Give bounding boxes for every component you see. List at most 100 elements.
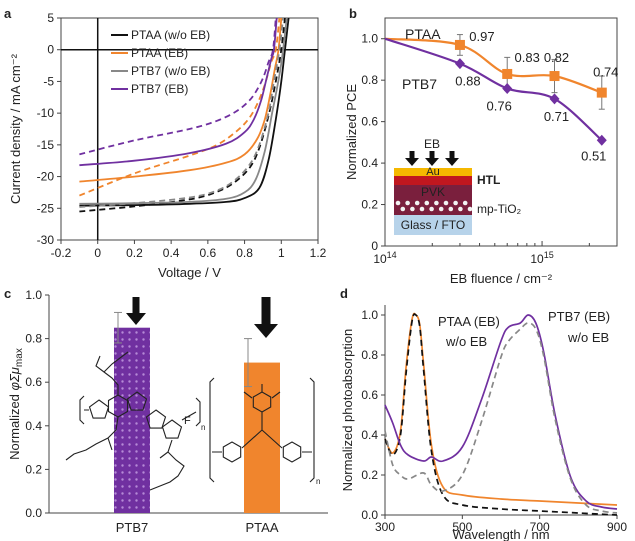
panel-b-inset-layer-au bbox=[394, 168, 472, 176]
panel-d-label-ptb7-woeb: w/o EB bbox=[567, 330, 609, 345]
panel-b-point-ptaa bbox=[549, 71, 560, 82]
panel-b-ylabel: Normalized PCE bbox=[344, 84, 359, 180]
panel-b-point-ptaa bbox=[596, 87, 607, 98]
panel-b-inset-arrow-head bbox=[445, 158, 459, 166]
panel-b-ytick-label: 0.2 bbox=[361, 198, 378, 212]
panel-b-xlabel: EB fluence / cm⁻² bbox=[450, 271, 553, 286]
panel-a-series-line bbox=[79, 18, 284, 208]
panel-a-xtick-label: 0.8 bbox=[236, 246, 253, 260]
panel-a-ylabel: Current density / mA cm⁻² bbox=[8, 53, 23, 204]
panel-d-label-ptaa-woeb: w/o EB bbox=[445, 334, 487, 349]
panel-a-curves bbox=[79, 18, 290, 213]
panel-b-data-label: 0.51 bbox=[581, 148, 606, 163]
panel-a-ytick-label: -30 bbox=[37, 233, 55, 247]
panel-b-inset-label-pvk: PVK bbox=[421, 185, 445, 199]
panel-b-inset-arrow-head bbox=[405, 158, 419, 166]
panel-b-inset-tio2-particle bbox=[405, 200, 410, 206]
panel-a-ytick-label: 5 bbox=[47, 11, 54, 25]
panel-b-data-label: 0.82 bbox=[544, 50, 569, 65]
panel-b-ytick-label: 0.8 bbox=[361, 73, 378, 87]
panel-a-frame bbox=[60, 17, 319, 241]
panel-d-xtick-label: 500 bbox=[452, 520, 472, 534]
panel-c-arrow-head bbox=[254, 324, 278, 338]
panel-b-inset-beam-label: EB bbox=[424, 137, 440, 151]
panel-c-fluorine: F bbox=[184, 415, 191, 427]
panel-b-point-ptb7 bbox=[549, 93, 560, 105]
panel-b-inset-tio2-particle bbox=[410, 206, 415, 212]
panel-a-xtick-label: 1 bbox=[278, 246, 285, 260]
panel-c-sidechain-top bbox=[95, 351, 129, 395]
panel-c-molecule-ptb7 bbox=[65, 351, 201, 491]
panel-c-arrow-shaft bbox=[132, 297, 140, 313]
panel-b-data-label: 0.71 bbox=[544, 109, 569, 124]
panel-b-inset-arrow-shaft bbox=[429, 151, 435, 158]
panel-b-inset-layer-pvk bbox=[394, 185, 472, 198]
panel-a-xtick-label: -0.2 bbox=[51, 246, 72, 260]
panel-b-data-label: 0.76 bbox=[487, 98, 512, 113]
panel-a-ytick-label: 0 bbox=[47, 43, 54, 57]
panel-c-category-label: PTAA bbox=[246, 520, 279, 535]
panel-c-category-label: PTB7 bbox=[116, 520, 149, 535]
panel-b-ytick-label: 0 bbox=[371, 239, 378, 253]
panel-b-inset-arrow-head bbox=[425, 158, 439, 166]
panel-b-point-ptb7 bbox=[454, 58, 465, 70]
panel-b-inset-tio2-particle bbox=[443, 200, 449, 206]
panel-d-ytick-label: 0.8 bbox=[361, 348, 378, 362]
panel-d-ylabel: Normalized photoabsorption bbox=[340, 329, 355, 492]
panel-b-pce-chart: 0 0.2 0.4 0.6 0.8 1.0 1014 1015 EB fluence / cm⁻… bbox=[344, 17, 618, 286]
panel-c-brackets bbox=[79, 395, 201, 427]
panel-b-inset-arrow-shaft bbox=[449, 151, 455, 158]
panel-b-inset-label-tio2: mp-TiO₂ bbox=[477, 202, 522, 216]
panel-b-inset-tio2-particle bbox=[453, 200, 458, 206]
panel-c-ring bbox=[282, 441, 302, 463]
panel-d-series-line bbox=[384, 322, 618, 514]
panel-c-ring bbox=[161, 419, 183, 439]
panel-c-ring bbox=[145, 409, 167, 429]
panel-letter-b: b bbox=[349, 6, 357, 21]
panel-c-bar-texture bbox=[114, 327, 150, 513]
panel-b-inset-tio2-particle bbox=[434, 200, 439, 206]
panel-d-ytick-label: 0.6 bbox=[361, 388, 378, 402]
panel-b-frame bbox=[384, 17, 618, 247]
panel-d-ytick-label: 1.0 bbox=[361, 308, 378, 322]
panel-d-series-line bbox=[384, 313, 618, 516]
panel-b-inset-arrow-shaft bbox=[409, 151, 415, 158]
panel-a-ytick-label: -10 bbox=[37, 106, 55, 120]
panel-b-point-ptaa bbox=[502, 68, 513, 79]
panel-b-inset-label-glass: Glass / FTO bbox=[401, 218, 465, 232]
panel-b-inset-tio2-particle bbox=[458, 206, 463, 212]
panel-a-ytick-label: -15 bbox=[37, 138, 55, 152]
panel-d-label-ptb7-eb: PTB7 (EB) bbox=[548, 309, 610, 324]
panel-c-subscript-ptb7: n bbox=[201, 423, 205, 432]
panel-c-bonds bbox=[84, 409, 197, 421]
panel-c-ester-chain bbox=[149, 439, 185, 491]
panel-b-xtick-label: 1014 bbox=[373, 250, 396, 266]
panel-c-ytick-label: 1.0 bbox=[25, 288, 42, 302]
panel-d-absorption-chart: 0.0 0.2 0.4 0.6 0.8 1.0 300 500 700 900 Wavelength… bbox=[340, 305, 627, 541]
panel-c-ytick-label: 0.2 bbox=[25, 462, 42, 476]
panel-b-inset-layer-glass bbox=[394, 215, 472, 235]
panel-a-series-line bbox=[79, 18, 281, 197]
panel-b-xtick-label: 1015 bbox=[530, 250, 553, 266]
panel-a-series-line bbox=[79, 18, 286, 213]
panel-a-series-line bbox=[79, 18, 283, 183]
panel-c-ring bbox=[126, 391, 148, 411]
panel-a-legend-label: PTB7 (EB) bbox=[131, 82, 188, 96]
panel-b-series-label-ptaa: PTAA bbox=[405, 26, 441, 42]
panel-b-data-label: 0.88 bbox=[455, 74, 480, 89]
panel-b-ytick-label: 1.0 bbox=[361, 32, 378, 46]
panel-c-molecule-ptaa bbox=[209, 377, 315, 483]
panel-c-ytick-label: 0.4 bbox=[25, 419, 42, 433]
panel-a-jv-chart: -0.2 0 0.2 0.4 0.6 0.8 1 1.2 5 0 -5 -10 -15 -20 -25 -30… bbox=[8, 11, 327, 280]
panel-d-ytick-label: 0.4 bbox=[361, 428, 378, 442]
panel-d-ytick-label: 0.0 bbox=[361, 508, 378, 522]
panel-a-series-line bbox=[79, 18, 288, 205]
panel-b-inset-tio2-particle bbox=[400, 206, 406, 212]
panel-b-inset-label-au: Au bbox=[426, 166, 439, 178]
panel-c-bar-chart: 0.0 0.2 0.4 0.6 0.8 1.0 Normalized φΣμmax PTB7 P… bbox=[7, 288, 328, 535]
panel-b-inset-tio2-particle bbox=[467, 206, 473, 212]
panel-a-xtick-label: 1.2 bbox=[310, 246, 327, 260]
panel-a-legend-label: PTAA (w/o EB) bbox=[131, 28, 210, 42]
panel-a-xtick-label: 0 bbox=[94, 246, 101, 260]
